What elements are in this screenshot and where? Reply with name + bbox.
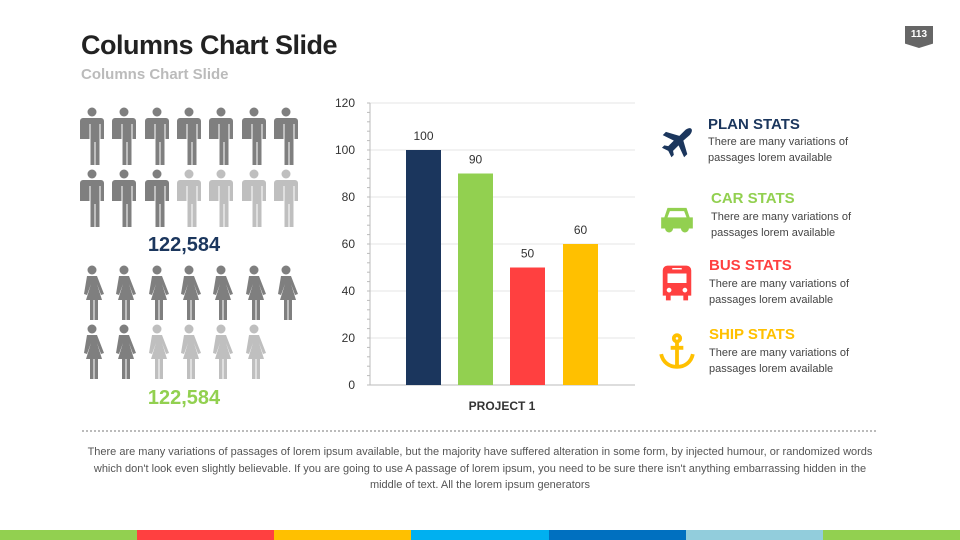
- bus-icon: [662, 265, 692, 301]
- stat-text: There are many variations of passages lo…: [709, 347, 850, 375]
- y-tick-label: 100: [335, 143, 355, 157]
- column-chart: 0 20 40 60 80 100 120 100 90 50 60 PROJECT 1: [335, 96, 635, 413]
- data-label: 100: [413, 129, 433, 143]
- y-tick-label: 80: [342, 190, 356, 204]
- woman-icon: [145, 324, 169, 379]
- data-label: 90: [469, 153, 483, 167]
- x-axis-label: PROJECT 1: [469, 399, 536, 413]
- man-icon: [145, 107, 169, 165]
- woman-icon: [209, 324, 233, 379]
- woman-icon: [80, 265, 104, 320]
- woman-icon: [80, 324, 104, 379]
- man-icon: [274, 107, 298, 165]
- man-icon: [209, 169, 233, 227]
- color-bar-segment: [411, 530, 549, 540]
- y-tick-label: 0: [348, 378, 355, 392]
- woman-icon: [177, 324, 201, 379]
- color-bar-segment: [685, 530, 823, 540]
- man-icon: [112, 107, 136, 165]
- anchor-icon: [659, 333, 695, 369]
- color-bar-segment: [548, 530, 686, 540]
- woman-icon: [209, 265, 233, 320]
- man-icon: [112, 169, 136, 227]
- bar: [458, 173, 493, 385]
- bar: [510, 267, 545, 385]
- man-icon: [177, 107, 201, 165]
- man-icon: [80, 169, 104, 227]
- woman-icon: [112, 324, 136, 379]
- color-bar-segment: [137, 530, 275, 540]
- man-icon: [145, 169, 169, 227]
- stat-text: There are many variations of passages lo…: [711, 211, 852, 239]
- men-count: 122,584: [147, 234, 221, 256]
- color-bar-segment: [0, 530, 138, 540]
- color-bar-segment: [822, 530, 960, 540]
- page-number-badge: 113: [905, 26, 933, 48]
- stat-title: SHIP STATS: [709, 326, 795, 343]
- y-tick-label: 20: [342, 331, 356, 345]
- footer-color-bar: [0, 530, 960, 540]
- y-tick-label: 60: [342, 237, 356, 251]
- airplane-icon: [661, 128, 692, 158]
- man-icon: [274, 169, 298, 227]
- stat-title: CAR STATS: [711, 190, 795, 207]
- woman-icon: [274, 265, 298, 320]
- stat-text: There are many variations of passages lo…: [709, 278, 850, 306]
- bar: [406, 150, 441, 385]
- bar: [563, 244, 598, 385]
- stat-text: There are many variations of passages lo…: [708, 136, 849, 164]
- women-count: 122,584: [147, 387, 221, 409]
- man-icon: [80, 107, 104, 165]
- man-icon: [242, 107, 266, 165]
- man-icon: [242, 169, 266, 227]
- car-icon: [661, 207, 693, 233]
- man-icon: [209, 107, 233, 165]
- woman-icon: [242, 265, 266, 320]
- color-bar-segment: [274, 530, 412, 540]
- slide-subtitle: Columns Chart Slide: [81, 66, 229, 83]
- woman-icon: [177, 265, 201, 320]
- y-tick-label: 120: [335, 96, 355, 110]
- data-label: 60: [574, 223, 588, 237]
- woman-icon: [145, 265, 169, 320]
- divider: [82, 430, 876, 432]
- woman-icon: [112, 265, 136, 320]
- man-icon: [177, 169, 201, 227]
- footer-text: There are many variations of passages of…: [87, 446, 873, 491]
- stat-title: BUS STATS: [709, 257, 792, 274]
- y-tick-label: 40: [342, 284, 356, 298]
- stat-title: PLAN STATS: [708, 116, 800, 133]
- slide-title: Columns Chart Slide: [81, 30, 338, 60]
- woman-icon: [242, 324, 266, 379]
- data-label: 50: [521, 247, 535, 261]
